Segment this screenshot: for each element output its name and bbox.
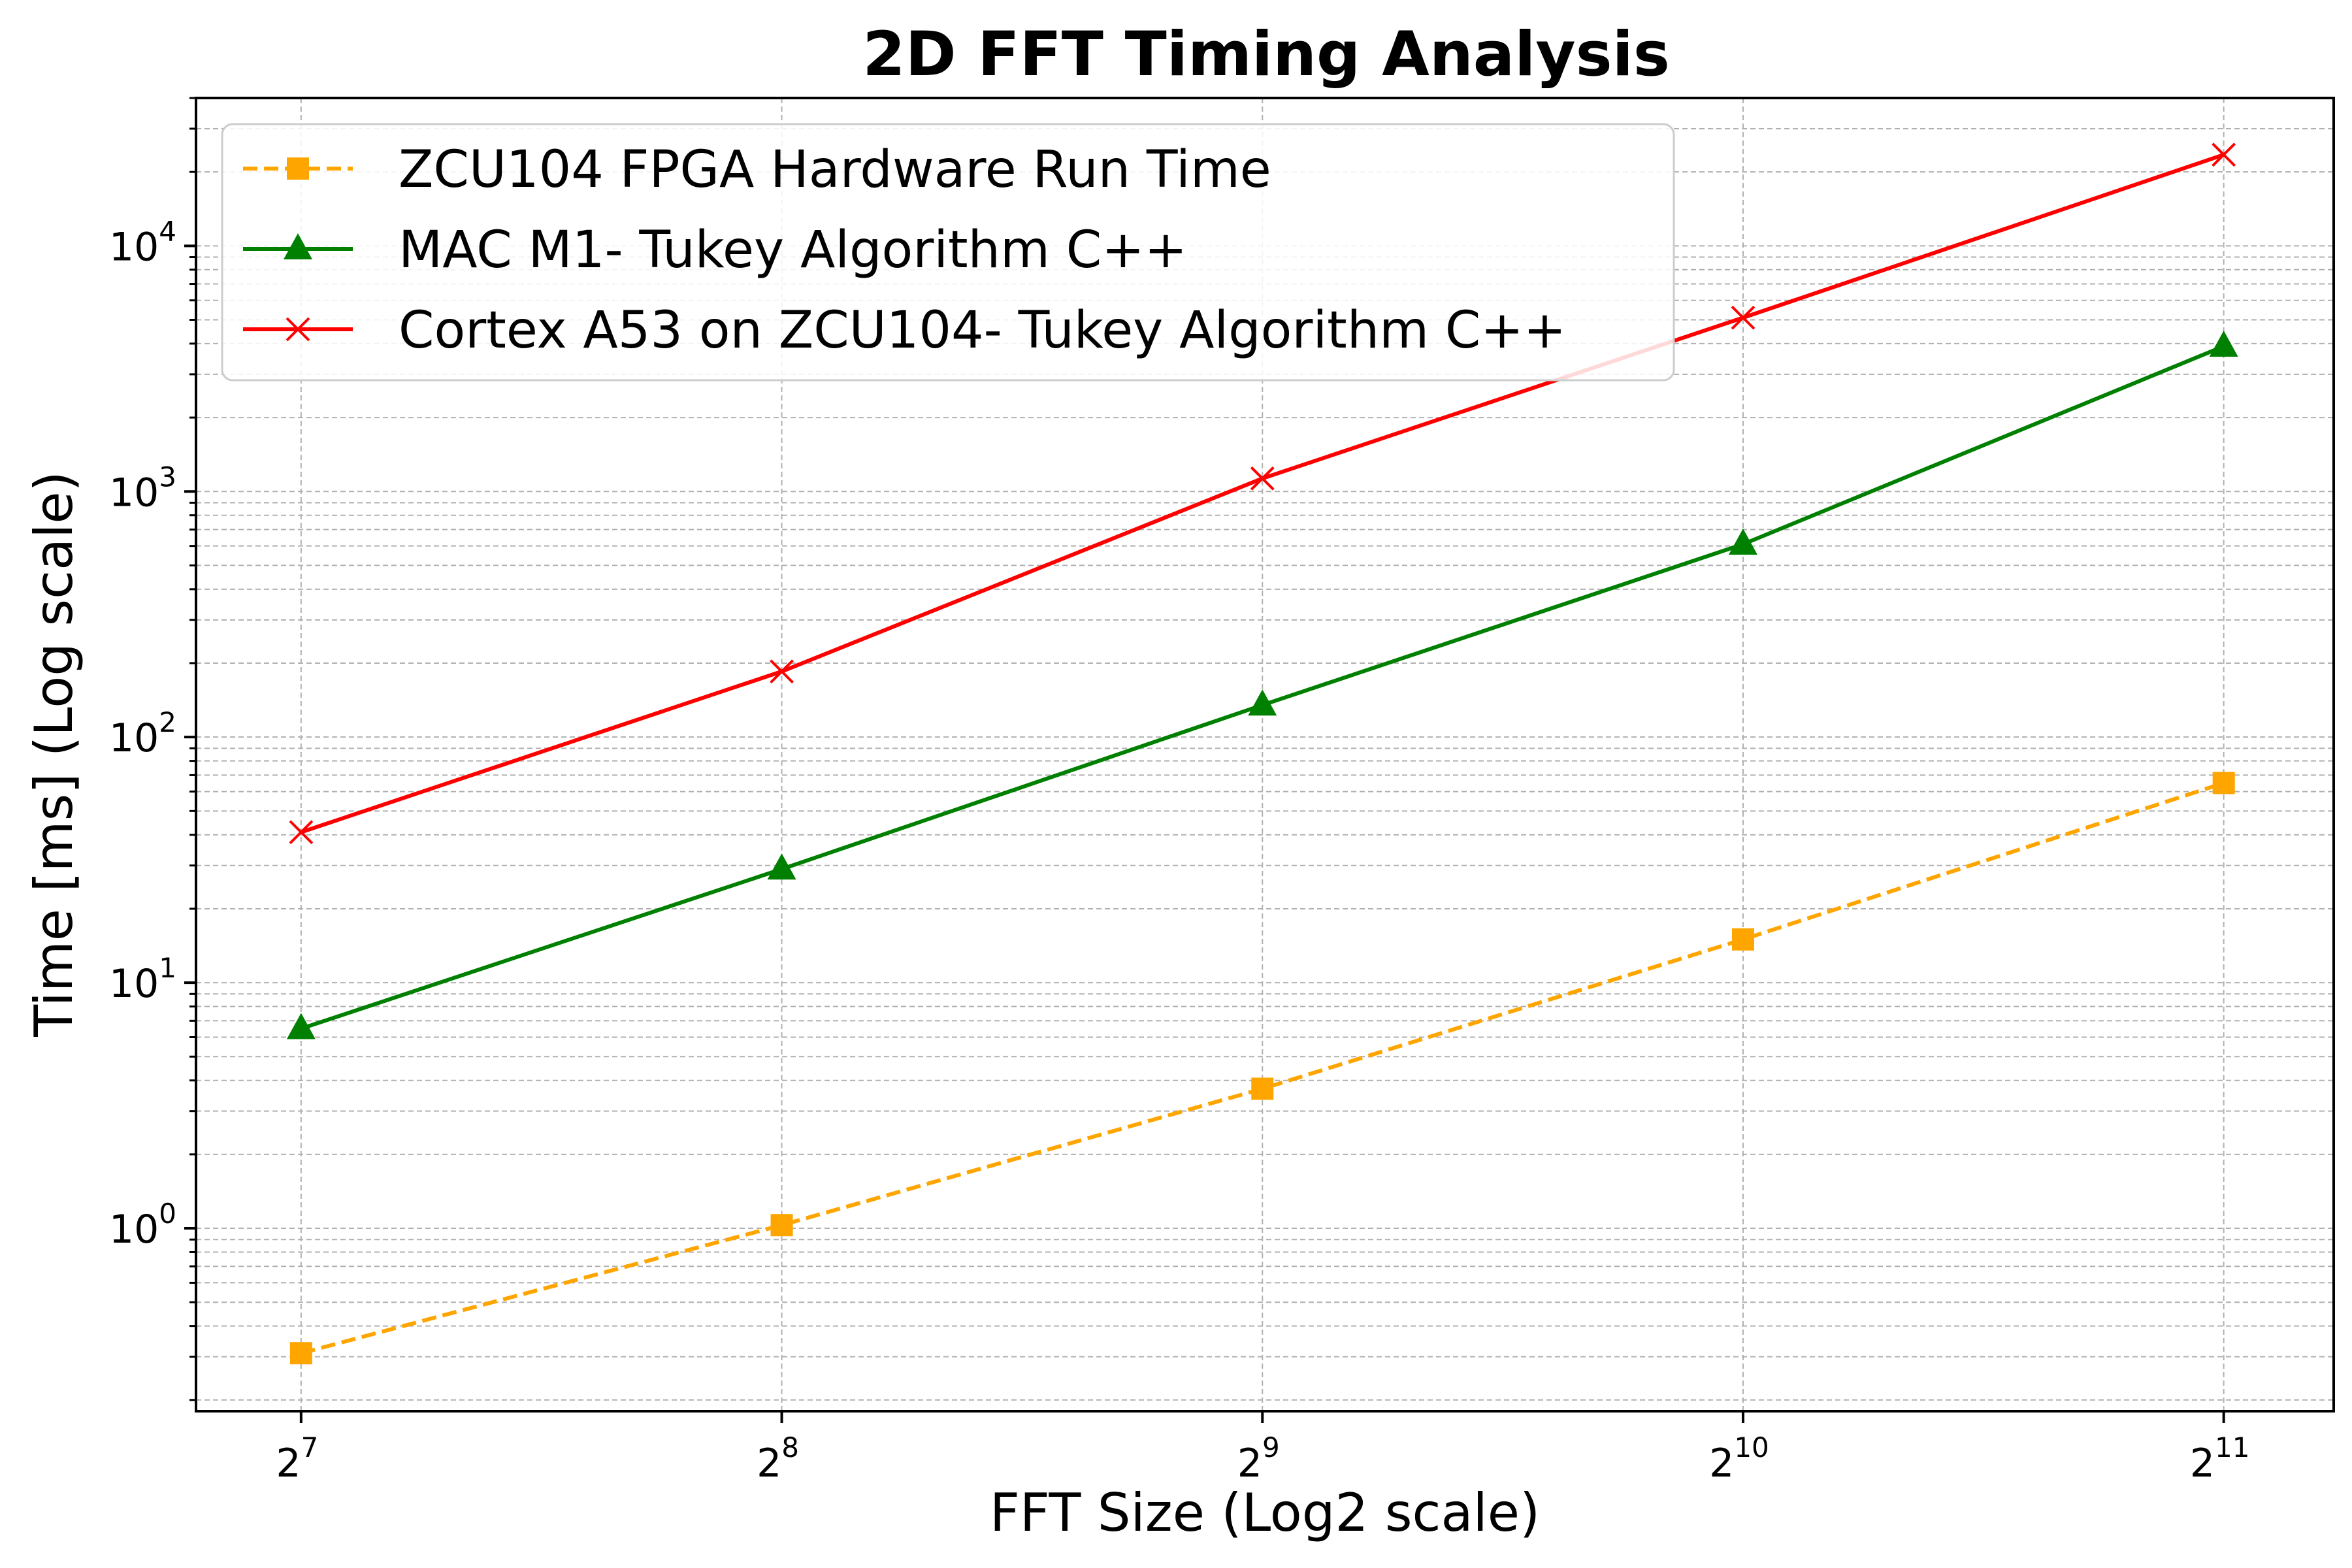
- x-axis-ticks: 27 28 29 210 211: [276, 1411, 2249, 1486]
- data-point: [1731, 928, 1754, 951]
- x-tick-label: 210: [1709, 1431, 1769, 1486]
- y-tick-label: 101: [109, 952, 176, 1007]
- data-point: [1731, 305, 1756, 330]
- x-tick-label: 27: [276, 1431, 318, 1486]
- data-point: [767, 853, 796, 880]
- legend-label: MAC M1- Tukey Algorithm C++: [399, 221, 1187, 280]
- grid-lines: [196, 97, 2334, 1411]
- legend-label: Cortex A53 on ZCU104- Tukey Algorithm C+…: [399, 301, 1566, 360]
- data-point: [1251, 1077, 1274, 1100]
- y-axis-ticks: 100 101 102 103 104: [109, 215, 196, 1252]
- x-tick-label: 211: [2190, 1431, 2250, 1486]
- series-2: [286, 331, 2238, 1039]
- legend-marker: [286, 317, 310, 342]
- data-point: [1248, 689, 1277, 716]
- series-1: [289, 772, 2235, 1365]
- data-point: [2212, 142, 2236, 167]
- series-3: [289, 142, 2236, 845]
- data-point: [1728, 528, 1757, 555]
- series-layer: [286, 142, 2238, 1365]
- legend-marker: [287, 157, 309, 180]
- y-tick-label: 103: [109, 461, 176, 515]
- y-axis-label: Time [ms] (Log scale): [24, 471, 84, 1037]
- data-point: [289, 820, 314, 845]
- y-tick-label: 100: [109, 1198, 176, 1252]
- legend-marker: [284, 233, 312, 259]
- x-tick-label: 28: [757, 1431, 799, 1486]
- x-tick-label: 29: [1237, 1431, 1280, 1486]
- legend-entry: MAC M1- Tukey Algorithm C++: [243, 221, 1187, 280]
- legend-entry: Cortex A53 on ZCU104- Tukey Algorithm C+…: [243, 301, 1566, 360]
- chart-title: 2D FFT Timing Analysis: [862, 19, 1670, 90]
- legend: ZCU104 FPGA Hardware Run Time MAC M1- Tuk…: [221, 123, 1675, 382]
- data-point: [2212, 772, 2235, 794]
- data-point: [286, 1013, 316, 1039]
- data-point: [770, 1214, 793, 1237]
- legend-entry: ZCU104 FPGA Hardware Run Time: [243, 140, 1271, 199]
- data-point: [770, 659, 794, 684]
- data-point: [1250, 466, 1275, 491]
- plot-area-frame: [195, 97, 2335, 1413]
- data-point: [2209, 331, 2238, 357]
- x-axis-label: FFT Size (Log2 scale): [990, 1482, 1540, 1543]
- legend-label: ZCU104 FPGA Hardware Run Time: [399, 140, 1271, 199]
- data-point: [289, 1342, 312, 1365]
- y-tick-label: 104: [109, 215, 176, 270]
- y-tick-label: 102: [109, 706, 176, 761]
- legend-box: [221, 123, 1675, 382]
